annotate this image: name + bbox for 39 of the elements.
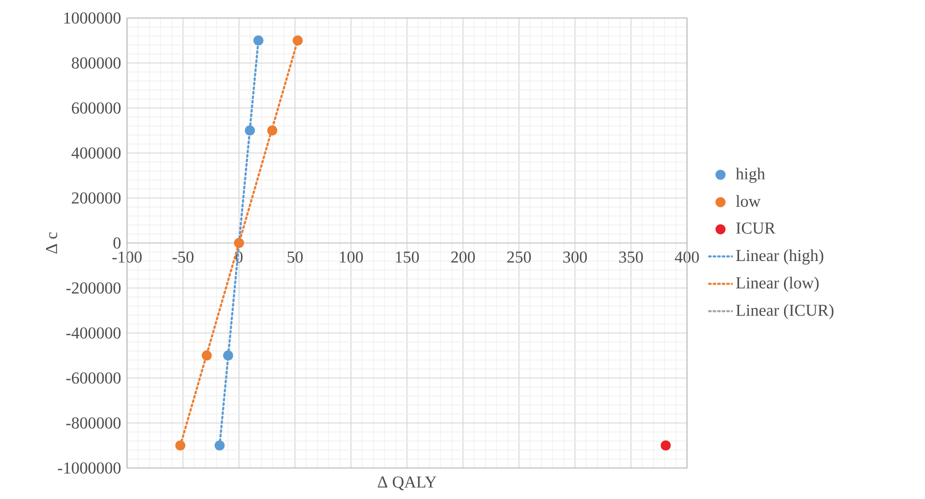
y-tick-label: -600000: [66, 372, 121, 384]
point: [234, 238, 244, 248]
point: [202, 350, 212, 361]
legend-label: low: [736, 195, 761, 207]
y-tick-label: -800000: [66, 417, 121, 429]
y-tick-label: 1000000: [64, 12, 121, 24]
x-axis-title: Δ QALY: [378, 476, 436, 490]
y-tick-label: 200000: [72, 192, 121, 204]
x-tick-label: 400: [674, 251, 699, 263]
y-axis-title: Δ c: [46, 232, 58, 254]
point: [214, 440, 225, 451]
x-tick-label: -100: [112, 251, 142, 263]
legend-label: ICUR: [736, 222, 776, 234]
x-tick-label: 250: [507, 251, 531, 263]
point: [175, 440, 186, 451]
legend-label: Linear (low): [736, 276, 819, 292]
x-tick-label: 350: [619, 251, 643, 263]
y-tick-label: 600000: [72, 102, 121, 114]
x-tick-label: 300: [563, 251, 587, 263]
x-tick-label: 200: [451, 251, 475, 263]
point: [253, 35, 264, 46]
x-tick-label: 100: [340, 251, 363, 263]
y-tick-label: 800000: [72, 57, 121, 69]
y-tick-label: -400000: [66, 327, 121, 339]
y-tick-label: -1000000: [58, 462, 121, 474]
point: [267, 125, 278, 136]
legend-label: Linear (high): [736, 249, 824, 265]
y-tick-label: 0: [113, 237, 121, 249]
y-tick-label: 400000: [72, 147, 121, 159]
point: [660, 440, 671, 451]
legend-label: high: [736, 168, 766, 183]
legend-label: Linear (ICUR): [736, 304, 834, 320]
point: [223, 350, 234, 361]
point: [292, 35, 303, 46]
point: [244, 125, 255, 136]
x-tick-label: -50: [172, 251, 194, 263]
y-tick-label: -200000: [66, 282, 121, 294]
x-tick-label: 150: [396, 251, 419, 263]
x-tick-label: 50: [288, 251, 303, 263]
